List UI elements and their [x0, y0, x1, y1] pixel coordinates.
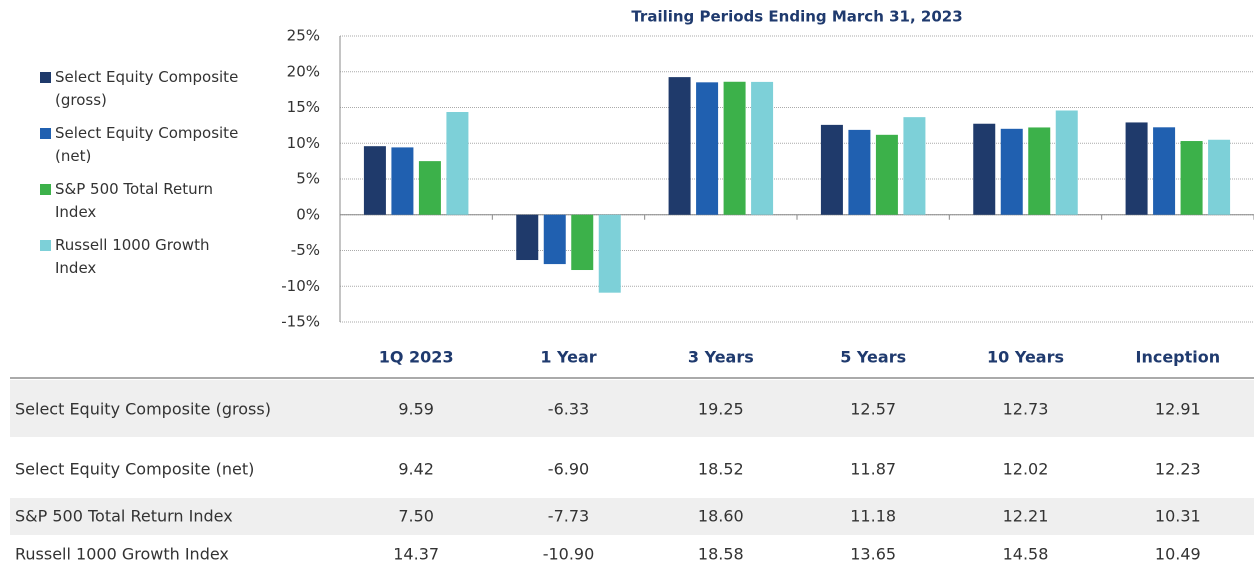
bar — [848, 129, 871, 215]
bar — [391, 147, 414, 215]
bar — [598, 214, 621, 293]
bar — [696, 82, 719, 215]
x-tick-label: 1Q 2023 — [379, 348, 454, 367]
table-cell: 19.25 — [698, 400, 744, 419]
table-cell: 18.52 — [698, 460, 744, 479]
table-cell: 9.42 — [398, 460, 434, 479]
row-bg — [10, 380, 1254, 437]
table-cell: 12.91 — [1155, 400, 1201, 419]
y-tick-label: 20% — [287, 62, 320, 80]
legend-label: S&P 500 Total Return Index — [55, 180, 214, 221]
y-tick-label: -5% — [291, 241, 320, 259]
y-tick-label: 0% — [296, 205, 320, 223]
x-tick-label: Inception — [1136, 348, 1221, 367]
bar — [446, 112, 469, 215]
bar — [1000, 128, 1023, 215]
legend-label: Russell 1000 Growth Index — [55, 236, 210, 277]
bar — [973, 123, 996, 215]
table-cell: -10.90 — [543, 545, 595, 564]
table-cell: 18.58 — [698, 545, 744, 564]
bar — [1153, 127, 1176, 215]
legend-label: Select Equity Composite (gross) — [55, 68, 239, 109]
table-cell: 14.58 — [1003, 545, 1049, 564]
bar — [571, 214, 594, 271]
bar — [418, 161, 441, 215]
bar — [723, 81, 746, 215]
bar — [1125, 122, 1148, 215]
y-tick-label: 10% — [287, 134, 320, 152]
table-cell: -6.90 — [548, 460, 589, 479]
x-tick-label: 3 Years — [688, 348, 754, 367]
bar — [363, 146, 386, 215]
legend-item: Russell 1000 Growth Index — [40, 234, 240, 280]
legend-swatch — [40, 184, 51, 195]
y-tick-label: -15% — [281, 313, 320, 331]
legend-swatch — [40, 240, 51, 251]
table-cell: 13.65 — [850, 545, 896, 564]
legend-label: Select Equity Composite (net) — [55, 124, 239, 165]
chart-title: Trailing Periods Ending March 31, 2023 — [631, 8, 962, 26]
table-cell: 11.87 — [850, 460, 896, 479]
table-cell: 10.31 — [1155, 507, 1201, 526]
y-tick-label: 5% — [296, 170, 320, 188]
legend-item: S&P 500 Total Return Index — [40, 178, 240, 224]
bar — [875, 134, 898, 215]
legend-swatch — [40, 72, 51, 83]
table-row-label: Russell 1000 Growth Index — [15, 545, 229, 564]
bar — [1208, 139, 1231, 215]
bar — [903, 117, 926, 215]
table-cell: 12.23 — [1155, 460, 1201, 479]
table-cell: 12.73 — [1003, 400, 1049, 419]
table-cell: 7.50 — [398, 507, 434, 526]
y-tick-label: 25% — [287, 27, 320, 45]
table-cell: 14.37 — [393, 545, 439, 564]
bar — [543, 214, 566, 265]
table-row-label: Select Equity Composite (gross) — [15, 400, 271, 419]
table-cell: 12.57 — [850, 400, 896, 419]
table-cell: 11.18 — [850, 507, 896, 526]
table-cell: 10.49 — [1155, 545, 1201, 564]
table-cell: -6.33 — [548, 400, 589, 419]
bar — [751, 81, 774, 215]
table-cell: -7.73 — [548, 507, 589, 526]
table-row-label: Select Equity Composite (net) — [15, 460, 254, 479]
bar — [516, 214, 539, 261]
legend-item: Select Equity Composite (net) — [40, 122, 240, 168]
bar — [1028, 127, 1051, 215]
bar — [668, 77, 691, 215]
table-row-label: S&P 500 Total Return Index — [15, 507, 233, 526]
legend-swatch — [40, 128, 51, 139]
table-cell: 9.59 — [398, 400, 434, 419]
y-tick-label: -10% — [281, 277, 320, 295]
legend: Select Equity Composite (gross) Select Eq… — [40, 66, 250, 290]
x-tick-label: 1 Year — [540, 348, 596, 367]
y-tick-label: 15% — [287, 98, 320, 116]
bar — [1055, 110, 1078, 215]
x-tick-label: 5 Years — [840, 348, 906, 367]
table-cell: 12.02 — [1003, 460, 1049, 479]
x-tick-label: 10 Years — [987, 348, 1064, 367]
table-cell: 18.60 — [698, 507, 744, 526]
row-bg — [10, 498, 1254, 535]
table-cell: 12.21 — [1003, 507, 1049, 526]
legend-item: Select Equity Composite (gross) — [40, 66, 240, 112]
bar — [820, 124, 843, 215]
bar — [1180, 141, 1203, 215]
